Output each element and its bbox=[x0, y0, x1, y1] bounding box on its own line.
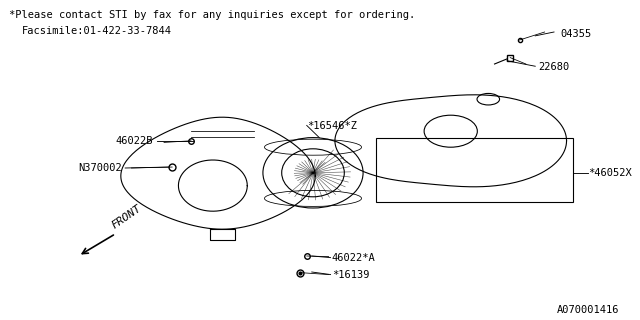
Text: *46052X: *46052X bbox=[588, 168, 632, 178]
Text: *Please contact STI by fax for any inquiries except for ordering.: *Please contact STI by fax for any inqui… bbox=[10, 10, 415, 20]
Bar bbox=[376, 138, 573, 202]
Text: A070001416: A070001416 bbox=[557, 305, 620, 315]
Text: 46022*A: 46022*A bbox=[332, 252, 376, 263]
Text: N370002: N370002 bbox=[78, 163, 122, 173]
Text: *16546*Z: *16546*Z bbox=[307, 121, 356, 132]
Text: Facsimile:01-422-33-7844: Facsimile:01-422-33-7844 bbox=[22, 26, 172, 36]
Text: 04355: 04355 bbox=[560, 28, 591, 39]
Text: FRONT: FRONT bbox=[109, 203, 143, 230]
Text: 22680: 22680 bbox=[538, 62, 570, 72]
Text: 46022B: 46022B bbox=[116, 136, 154, 146]
Text: *16139: *16139 bbox=[332, 270, 369, 280]
